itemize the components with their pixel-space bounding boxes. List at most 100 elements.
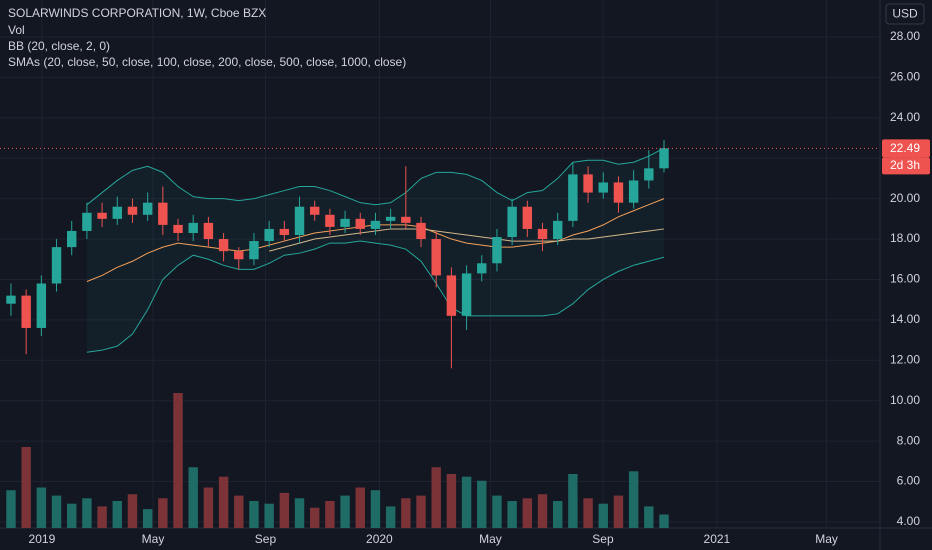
volume-bar bbox=[416, 495, 426, 528]
volume-bar bbox=[522, 498, 533, 528]
candle-body bbox=[583, 174, 593, 193]
chart-title: SOLARWINDS CORPORATION, 1W, Cboe BZX bbox=[8, 6, 266, 20]
volume-bar bbox=[613, 495, 624, 528]
candle-body bbox=[552, 220, 563, 240]
candle-layer bbox=[6, 140, 669, 369]
x-tick-label: May bbox=[479, 532, 502, 546]
candle-body bbox=[6, 295, 16, 304]
volume-bar bbox=[355, 487, 365, 528]
indicator-line bbox=[86, 240, 665, 353]
volume-layer bbox=[6, 393, 669, 528]
y-tick-label: 12.00 bbox=[890, 352, 920, 366]
indicator-label: BB (20, close, 2, 0) bbox=[8, 39, 110, 53]
candle-body bbox=[97, 212, 107, 219]
candle-body bbox=[385, 216, 396, 221]
volume-bar bbox=[309, 507, 320, 528]
grid bbox=[0, 0, 880, 528]
y-tick-label: 10.00 bbox=[890, 393, 920, 407]
volume-bar bbox=[234, 495, 244, 528]
indicator-label: Vol bbox=[8, 23, 25, 37]
candle-body bbox=[112, 206, 122, 219]
countdown-label: 2d 3h bbox=[890, 158, 920, 172]
indicator-line bbox=[269, 228, 665, 252]
candle-body bbox=[249, 241, 259, 260]
volume-bar bbox=[67, 503, 77, 528]
volume-bar bbox=[325, 501, 335, 528]
volume-bar bbox=[36, 487, 47, 528]
volume-bar bbox=[21, 447, 31, 528]
volume-bar bbox=[507, 501, 517, 528]
volume-bar bbox=[401, 498, 411, 528]
candle-body bbox=[355, 218, 365, 229]
candle-body bbox=[51, 247, 62, 284]
candle-body bbox=[568, 174, 578, 221]
volume-bar bbox=[431, 467, 441, 528]
candle-body bbox=[659, 148, 669, 169]
y-tick-label: 6.00 bbox=[897, 474, 921, 488]
volume-bar bbox=[188, 467, 198, 528]
x-tick-label: Sep bbox=[255, 532, 277, 546]
volume-bar bbox=[644, 506, 654, 528]
volume-bar bbox=[294, 498, 305, 528]
volume-bar bbox=[97, 506, 107, 528]
volume-bar bbox=[6, 490, 16, 528]
last-price-label: 22.49 bbox=[890, 141, 920, 155]
indicator-line bbox=[86, 147, 665, 206]
volume-bar bbox=[112, 501, 122, 528]
candle-body bbox=[628, 180, 639, 203]
volume-bar bbox=[552, 501, 563, 528]
currency-button[interactable] bbox=[885, 3, 925, 25]
candle-body bbox=[21, 295, 31, 328]
volume-bar bbox=[461, 476, 472, 528]
y-tick-label: 8.00 bbox=[897, 433, 921, 447]
volume-bar bbox=[279, 492, 290, 528]
candle-body bbox=[613, 182, 624, 203]
volume-bar bbox=[218, 476, 229, 528]
volume-bar bbox=[537, 494, 548, 528]
volume-bar bbox=[385, 506, 396, 528]
volume-bar bbox=[446, 474, 457, 528]
volume-bar bbox=[127, 494, 138, 528]
volume-bar bbox=[598, 503, 608, 528]
volume-bar bbox=[249, 501, 259, 528]
candle-body bbox=[644, 168, 654, 181]
x-tick-label: May bbox=[142, 532, 165, 546]
volume-bar bbox=[340, 495, 350, 528]
x-tick-label: 2019 bbox=[29, 532, 56, 546]
candle-body bbox=[82, 212, 92, 231]
y-tick-label: 26.00 bbox=[890, 70, 920, 84]
candle-body bbox=[234, 251, 244, 260]
y-tick-label: 20.00 bbox=[890, 191, 920, 205]
candle-body bbox=[522, 206, 533, 229]
candle-body bbox=[218, 239, 229, 252]
volume-bar bbox=[583, 498, 593, 528]
volume-bar bbox=[477, 480, 487, 528]
candle-body bbox=[401, 216, 411, 223]
candle-body bbox=[431, 239, 441, 276]
volume-bar bbox=[203, 487, 214, 528]
x-tick-label: May bbox=[815, 532, 838, 546]
y-tick-label: 28.00 bbox=[890, 29, 920, 43]
volume-bar bbox=[173, 393, 183, 528]
currency-label[interactable]: USD bbox=[892, 7, 918, 21]
candle-body bbox=[340, 218, 350, 227]
candle-body bbox=[507, 206, 517, 238]
candle-body bbox=[203, 222, 214, 240]
candle-body bbox=[67, 230, 77, 248]
candle-body bbox=[416, 222, 426, 240]
candle-body bbox=[158, 202, 168, 225]
candle-body bbox=[492, 237, 502, 264]
candle-body bbox=[142, 202, 153, 215]
candle-body bbox=[294, 206, 305, 236]
volume-bar bbox=[158, 498, 168, 528]
indicator-label: SMAs (20, close, 50, close, 100, close, … bbox=[8, 55, 406, 69]
y-tick-label: 16.00 bbox=[890, 272, 920, 286]
candle-body bbox=[264, 228, 274, 242]
candle-body bbox=[325, 214, 335, 227]
volume-bar bbox=[51, 495, 62, 528]
candle-body bbox=[461, 273, 472, 316]
candle-body bbox=[188, 222, 198, 233]
y-tick-label: 14.00 bbox=[890, 312, 920, 326]
y-tick-label: 4.00 bbox=[897, 514, 921, 528]
x-tick-label: 2020 bbox=[366, 532, 393, 546]
